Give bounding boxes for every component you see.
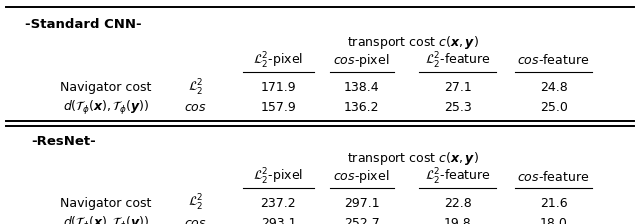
Text: $cos$-pixel: $cos$-pixel: [333, 168, 390, 185]
Text: 237.2: 237.2: [260, 197, 296, 210]
Text: $\mathcal{L}_2^2$: $\mathcal{L}_2^2$: [188, 78, 203, 98]
Text: 293.1: 293.1: [260, 217, 296, 224]
Text: $\mathcal{L}_2^2$-pixel: $\mathcal{L}_2^2$-pixel: [253, 166, 303, 187]
Text: $cos$-pixel: $cos$-pixel: [333, 52, 390, 69]
Text: $\mathcal{L}_2^2$: $\mathcal{L}_2^2$: [188, 193, 203, 213]
Text: 157.9: 157.9: [260, 101, 296, 114]
Text: $d(\mathcal{T}_{\phi}(\boldsymbol{x}), \mathcal{T}_{\phi}(\boldsymbol{y}))$: $d(\mathcal{T}_{\phi}(\boldsymbol{x}), \…: [63, 99, 148, 117]
Text: 18.0: 18.0: [540, 217, 568, 224]
Text: $d(\mathcal{T}_{\phi}(\boldsymbol{x}), \mathcal{T}_{\phi}(\boldsymbol{y}))$: $d(\mathcal{T}_{\phi}(\boldsymbol{x}), \…: [63, 215, 148, 224]
Text: 24.8: 24.8: [540, 81, 568, 94]
Text: $cos$-feature: $cos$-feature: [517, 54, 590, 67]
Text: $\mathcal{L}_2^2$-pixel: $\mathcal{L}_2^2$-pixel: [253, 50, 303, 71]
Text: 25.3: 25.3: [444, 101, 472, 114]
Text: 27.1: 27.1: [444, 81, 472, 94]
Text: 252.7: 252.7: [344, 217, 380, 224]
Text: $\mathcal{L}_2^2$-feature: $\mathcal{L}_2^2$-feature: [424, 166, 491, 187]
Text: transport cost $c(\boldsymbol{x}, \boldsymbol{y})$: transport cost $c(\boldsymbol{x}, \bolds…: [347, 34, 479, 51]
Text: 171.9: 171.9: [260, 81, 296, 94]
Text: $cos$: $cos$: [184, 101, 207, 114]
Text: -Standard CNN-: -Standard CNN-: [25, 18, 141, 31]
Text: 297.1: 297.1: [344, 197, 380, 210]
Text: $cos$-feature: $cos$-feature: [517, 170, 590, 183]
Text: $\mathcal{L}_2^2$-feature: $\mathcal{L}_2^2$-feature: [424, 50, 491, 71]
Text: 19.8: 19.8: [444, 217, 472, 224]
Text: 21.6: 21.6: [540, 197, 568, 210]
Text: 22.8: 22.8: [444, 197, 472, 210]
Text: $cos$: $cos$: [184, 217, 207, 224]
Text: 25.0: 25.0: [540, 101, 568, 114]
Text: 136.2: 136.2: [344, 101, 380, 114]
Text: transport cost $c(\boldsymbol{x}, \boldsymbol{y})$: transport cost $c(\boldsymbol{x}, \bolds…: [347, 150, 479, 167]
Text: Navigator cost: Navigator cost: [60, 81, 151, 94]
Text: -ResNet-: -ResNet-: [31, 135, 97, 148]
Text: 138.4: 138.4: [344, 81, 380, 94]
Text: Navigator cost: Navigator cost: [60, 197, 151, 210]
